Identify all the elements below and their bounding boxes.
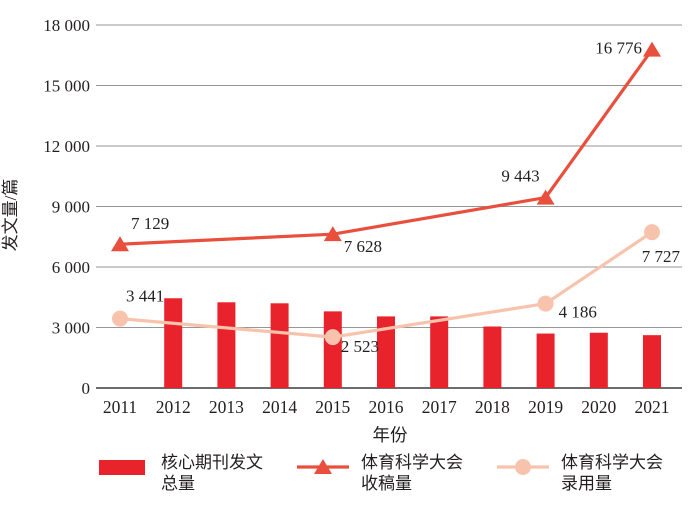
bar-2019 [536, 333, 555, 388]
x-tick-label: 2021 [635, 397, 670, 417]
x-tick-label: 2014 [262, 397, 297, 417]
x-tick-label: 2011 [103, 397, 137, 417]
x-tick-label: 2019 [528, 397, 563, 417]
legend-label: 体育科学大会 录用量 [561, 452, 663, 495]
data-label: 16 776 [595, 39, 642, 58]
legend-label-line: 体育科学大会 [561, 453, 663, 472]
bar-2012 [164, 298, 183, 388]
legend-swatch-triangle-line-icon [297, 459, 349, 474]
circle-marker-icon [537, 295, 554, 312]
triangle-marker-icon [111, 236, 129, 252]
data-label: 2 523 [341, 337, 379, 356]
legend-item-1: 体育科学大会 收稿量 [297, 452, 463, 495]
bar-2016 [377, 316, 395, 388]
legend-label: 核心期刊发文 总量 [161, 452, 263, 495]
x-tick-label: 2013 [209, 397, 244, 417]
y-tick-label: 12 000 [43, 137, 90, 156]
legend-swatch-bar-icon [99, 460, 145, 475]
x-tick-label: 2017 [422, 397, 457, 417]
bar-2013 [217, 302, 236, 388]
legend-item-0: 核心期刊发文 总量 [97, 452, 263, 495]
triangle-marker-icon [643, 41, 661, 57]
legend-label-line: 录用量 [561, 474, 612, 494]
legend-label-line: 总量 [161, 474, 195, 494]
line-accepted [119, 230, 653, 339]
bar-2021 [643, 335, 661, 388]
circle-marker-icon [644, 224, 660, 241]
circle-marker-icon [324, 329, 341, 346]
legend-label-line: 核心期刊发文 [161, 453, 263, 472]
x-tick-label: 2020 [581, 397, 616, 417]
legend-swatch-circle-line-icon [497, 459, 549, 475]
legend-label-line: 体育科学大会 [361, 453, 463, 472]
x-tick-label: 2015 [315, 397, 350, 417]
bar-2015 [323, 311, 342, 388]
bar-2018 [483, 326, 502, 388]
legend-label-line: 收稿量 [361, 474, 412, 494]
y-tick-label: 3 000 [52, 319, 90, 338]
x-tick-label: 2012 [156, 397, 191, 417]
data-label: 7 129 [131, 214, 169, 233]
bar-2020 [589, 332, 608, 388]
data-label: 4 186 [559, 303, 597, 322]
y-tick-label: 18 000 [43, 16, 90, 35]
triangle-marker-icon [536, 189, 555, 205]
x-tick-label: 2018 [475, 397, 510, 417]
triangle-marker-icon [323, 226, 342, 242]
data-label: 9 443 [501, 167, 539, 186]
y-tick-label: 6 000 [52, 258, 90, 277]
data-label: 7 628 [344, 237, 382, 256]
x-tick-label: 2016 [369, 397, 404, 417]
data-label: 7 727 [642, 247, 681, 266]
line-received [119, 48, 654, 246]
y-tick-label: 0 [82, 379, 91, 398]
x-axis-title: 年份 [373, 425, 408, 445]
data-label: 3 441 [126, 287, 164, 306]
y-axis-title: 发文量/篇 [1, 179, 20, 252]
combo-chart: 0 3 000 6 000 9 000 12 000 15 000 18 000 发文量/篇 2… [1, 16, 682, 445]
y-tick-label: 15 000 [43, 77, 90, 96]
bar-2014 [270, 303, 289, 388]
circle-marker-icon [112, 310, 128, 327]
legend-item-2: 体育科学大会 录用量 [497, 452, 663, 495]
y-tick-label: 9 000 [52, 198, 90, 217]
bar-2017 [430, 316, 449, 388]
legend-label: 体育科学大会 收稿量 [361, 452, 463, 495]
legend: 核心期刊发文 总量 体育科学大会 收稿量 体育科学大会 录用量 [97, 452, 663, 495]
